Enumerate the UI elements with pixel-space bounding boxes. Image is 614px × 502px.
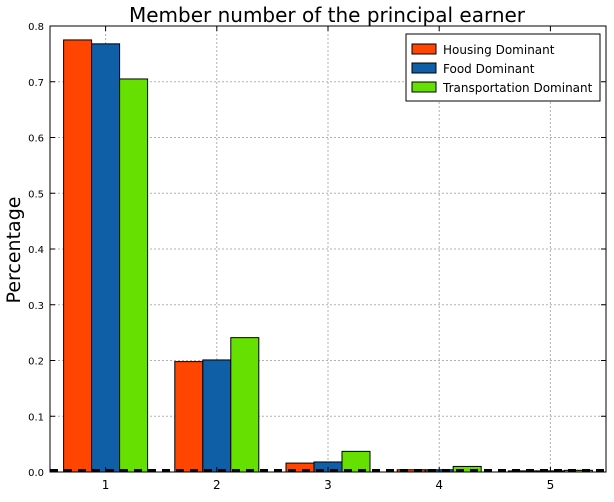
y-tick-label: 0.6 — [28, 134, 44, 145]
bar — [91, 43, 121, 473]
y-tick-label: 0.4 — [28, 245, 44, 256]
legend-label: Food Dominant — [443, 62, 535, 76]
y-tick-label: 0.7 — [28, 78, 44, 89]
chart-title: Member number of the principal earner — [129, 3, 526, 27]
legend-swatch — [411, 81, 437, 93]
x-tick-label: 2 — [213, 478, 221, 492]
legend-swatch — [411, 62, 437, 74]
bar — [230, 337, 260, 473]
bar — [202, 359, 232, 473]
y-tick-label: 0.5 — [28, 189, 44, 200]
bar — [341, 450, 371, 473]
y-tick-label: 0.3 — [28, 301, 44, 312]
bar — [119, 78, 149, 473]
bars — [50, 39, 606, 473]
legend-label: Housing Dominant — [443, 43, 555, 57]
y-tick-label: 0.2 — [28, 357, 44, 368]
x-tick-label: 5 — [547, 478, 555, 492]
x-tick-label: 4 — [435, 478, 443, 492]
legend-swatch — [411, 43, 437, 55]
y-axis-label: Percentage — [3, 197, 25, 304]
legend-box — [405, 33, 601, 102]
x-tick-label: 3 — [324, 478, 332, 492]
legend-label: Transportation Dominant — [442, 81, 593, 95]
legend: Housing Dominant Food Dominant Transportat… — [405, 33, 601, 102]
bar — [174, 361, 204, 473]
y-tick-label: 0.0 — [28, 468, 44, 479]
y-tick-label: 0.1 — [28, 412, 44, 423]
x-tick-label: 1 — [102, 478, 110, 492]
ticks: 0.0 0.1 0.2 0.3 0.4 0.5 0.6 0.7 0.8 1 2 3 4 5 — [28, 22, 606, 492]
bar — [63, 39, 93, 473]
y-tick-label: 0.8 — [28, 22, 44, 33]
